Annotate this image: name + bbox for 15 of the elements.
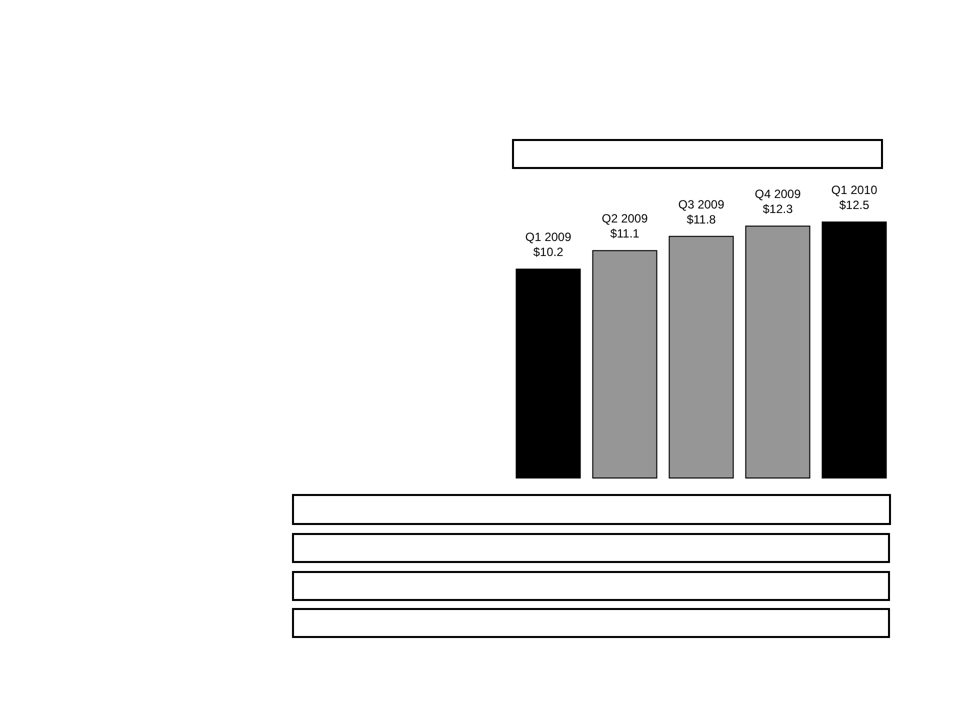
x-tick-label: Q1 2010 bbox=[831, 183, 878, 197]
x-tick-label: Q3 2009 bbox=[678, 197, 725, 212]
bar bbox=[592, 250, 658, 478]
data-label: $11.1 bbox=[610, 226, 640, 241]
bar bbox=[668, 236, 734, 478]
bar bbox=[516, 268, 581, 478]
data-label: $10.2 bbox=[533, 245, 564, 260]
data-label: $12.3 bbox=[762, 202, 794, 216]
bar bbox=[745, 226, 810, 478]
bar bbox=[822, 222, 887, 478]
data-label: $12.5 bbox=[839, 198, 870, 212]
data-label: $11.8 bbox=[686, 212, 716, 226]
x-tick-label: Q4 2009 bbox=[754, 187, 802, 202]
x-tick-label: Q1 2009 bbox=[525, 230, 572, 244]
x-tick-label: Q2 2009 bbox=[602, 212, 648, 226]
